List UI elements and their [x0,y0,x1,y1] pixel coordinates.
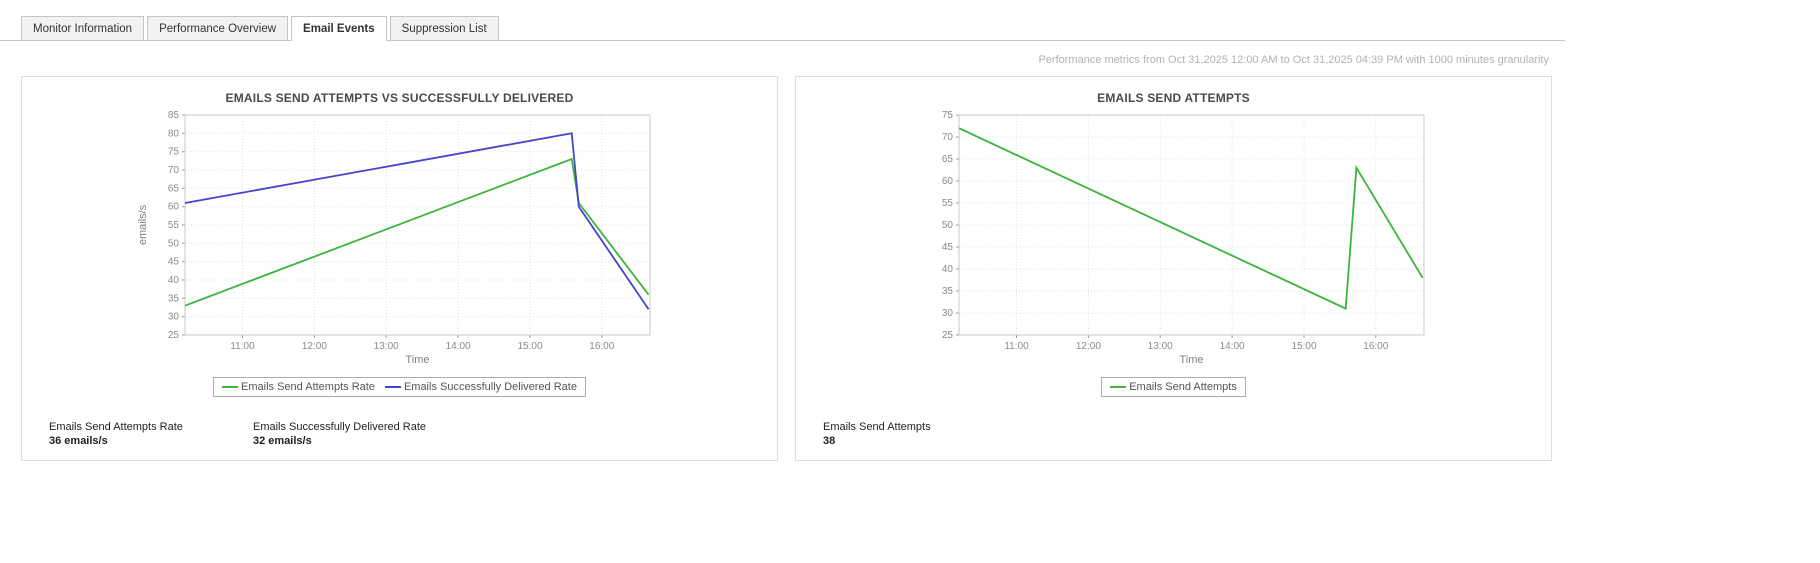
svg-text:14:00: 14:00 [1219,341,1244,352]
svg-text:75: 75 [941,110,953,121]
tab-suppression-list[interactable]: Suppression List [389,16,499,41]
legend-item[interactable]: Emails Successfully Delivered Rate [384,381,577,393]
svg-text:50: 50 [167,238,179,249]
svg-text:70: 70 [167,165,179,176]
svg-text:15:00: 15:00 [1291,341,1316,352]
tab-performance-overview[interactable]: Performance Overview [147,16,289,41]
legend-item[interactable]: Emails Send Attempts Rate [222,381,375,393]
svg-text:12:00: 12:00 [1075,341,1100,352]
svg-text:Time: Time [1179,354,1203,366]
chart-title-send-attempts: EMAILS SEND ATTEMPTS [1097,91,1250,105]
svg-text:15:00: 15:00 [517,341,542,352]
svg-text:45: 45 [941,242,953,253]
svg-text:60: 60 [941,176,953,187]
svg-text:25: 25 [167,330,179,341]
legend-line-swatch [384,386,401,388]
svg-text:12:00: 12:00 [301,341,326,352]
stat-value: 32 emails/s [253,435,312,447]
chart-footer-stats: Emails Send Attempts 38 [796,421,1551,460]
svg-text:30: 30 [941,308,953,319]
legend-line-swatch [222,386,239,388]
svg-text:13:00: 13:00 [1147,341,1172,352]
svg-text:30: 30 [167,312,179,323]
svg-text:40: 40 [941,264,953,275]
svg-text:55: 55 [167,220,179,231]
legend-label: Emails Send Attempts Rate [241,381,375,393]
svg-text:55: 55 [941,198,953,209]
stat-value: 38 [823,435,836,447]
stat-label: Emails Send Attempts Rate [49,421,183,433]
chart-panel-attempts-vs-delivered: EMAILS SEND ATTEMPTS VS SUCCESSFULLY DEL… [21,76,778,461]
legend-label: Emails Send Attempts [1129,381,1237,393]
chart-footer-stats: Emails Send Attempts Rate 36 emails/s Em… [22,421,777,460]
svg-text:65: 65 [167,183,179,194]
svg-text:25: 25 [941,330,953,341]
svg-text:60: 60 [167,202,179,213]
chart-title-attempts-vs-delivered: EMAILS SEND ATTEMPTS VS SUCCESSFULLY DEL… [225,91,574,105]
stat-label: Emails Send Attempts [823,421,931,433]
svg-text:65: 65 [941,154,953,165]
svg-text:35: 35 [941,286,953,297]
legend-label: Emails Successfully Delivered Rate [403,381,577,393]
metrics-period-note: Performance metrics from Oct 31,2025 12:… [1038,54,1549,66]
stat-label: Emails Successfully Delivered Rate [253,421,427,433]
svg-text:Time: Time [405,354,429,366]
legend-line-swatch [1110,386,1127,388]
stat-value: 36 emails/s [49,435,108,447]
stat-send-attempts: Emails Send Attempts 38 [823,421,1027,447]
tab-monitor-information[interactable]: Monitor Information [21,16,145,41]
tab-bar: Monitor Information Performance Overview… [0,0,1565,41]
page-content: Monitor Information Performance Overview… [0,0,1565,461]
line-chart-send-attempts: 25 30 35 40 45 50 55 60 65 70 75 11:00 12:00 13:00 14:… [941,110,1424,366]
svg-text:40: 40 [167,275,179,286]
svg-text:85: 85 [167,110,179,121]
svg-text:70: 70 [941,132,953,143]
line-chart-attempts-vs-delivered: 25 30 35 40 45 50 55 60 65 70 75 80 85 11:00 12:00 13:0… [137,110,650,366]
svg-text:emails/s: emails/s [137,204,149,245]
stat-send-attempts-rate: Emails Send Attempts Rate 36 emails/s [49,421,253,447]
svg-text:14:00: 14:00 [445,341,470,352]
chart-legend-send-attempts: Emails Send Attempts [1101,377,1246,397]
svg-text:16:00: 16:00 [1363,341,1388,352]
stat-successfully-delivered-rate: Emails Successfully Delivered Rate 32 em… [253,421,457,447]
chart-panel-send-attempts: EMAILS SEND ATTEMPTS 25 30 35 40 45 50 55 60 65 7… [795,76,1552,461]
svg-text:50: 50 [941,220,953,231]
tab-email-events[interactable]: Email Events [291,16,387,41]
svg-text:11:00: 11:00 [230,341,255,352]
charts-row: EMAILS SEND ATTEMPTS VS SUCCESSFULLY DEL… [0,76,1565,461]
chart-legend-attempts-vs-delivered: Emails Send Attempts Rate Emails Successf… [213,377,586,397]
svg-text:45: 45 [167,257,179,268]
svg-text:35: 35 [167,293,179,304]
svg-text:75: 75 [167,147,179,158]
svg-text:80: 80 [167,128,179,139]
svg-text:13:00: 13:00 [373,341,398,352]
svg-text:16:00: 16:00 [589,341,614,352]
svg-text:11:00: 11:00 [1004,341,1029,352]
legend-item[interactable]: Emails Send Attempts [1110,381,1237,393]
